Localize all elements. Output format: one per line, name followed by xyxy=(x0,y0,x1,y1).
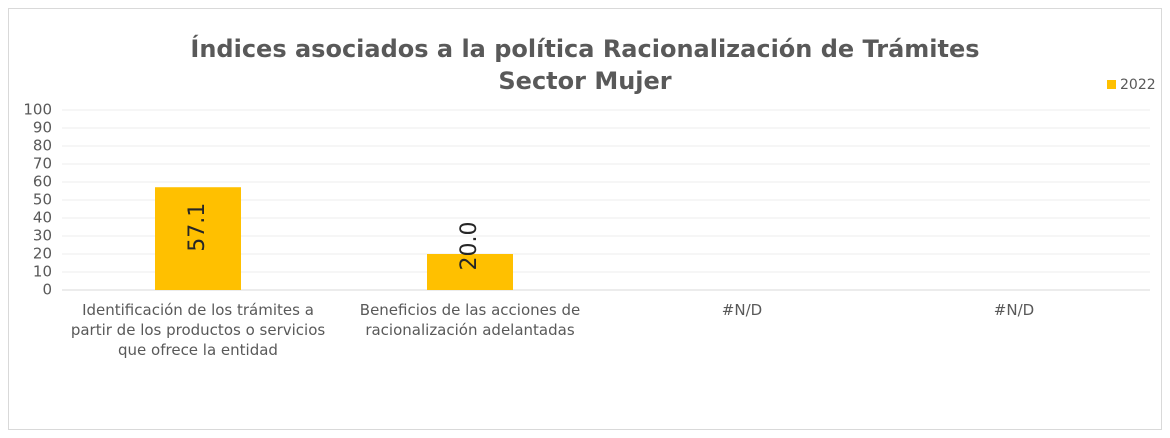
x-tick-label: Identificación de los trámites a partir … xyxy=(70,301,326,359)
chart-subtitle: Sector Mujer xyxy=(498,67,671,95)
y-tick-label: 40 xyxy=(33,209,52,227)
bar xyxy=(427,254,513,290)
y-tick-label: 50 xyxy=(33,191,52,209)
bar xyxy=(155,187,241,290)
x-tick-label: #N/D xyxy=(993,301,1035,319)
legend-swatch xyxy=(1107,80,1116,89)
data-label: 57.1 xyxy=(185,203,210,252)
legend-label: 2022 xyxy=(1120,77,1156,93)
y-tick-label: 90 xyxy=(33,119,52,137)
y-tick-label: 80 xyxy=(33,137,52,155)
y-tick-label: 60 xyxy=(33,173,52,191)
y-tick-label: 100 xyxy=(23,101,52,119)
x-tick-label: #N/D xyxy=(721,301,763,319)
y-tick-label: 30 xyxy=(33,227,52,245)
x-tick-label: Beneficios de las acciones de racionaliz… xyxy=(359,301,581,339)
y-tick-label: 10 xyxy=(33,263,52,281)
y-tick-label: 70 xyxy=(33,155,52,173)
chart-title: Índices asociados a la política Racional… xyxy=(190,34,979,63)
data-label: 20.0 xyxy=(457,222,482,271)
y-tick-label: 0 xyxy=(42,281,52,299)
y-tick-label: 20 xyxy=(33,245,52,263)
